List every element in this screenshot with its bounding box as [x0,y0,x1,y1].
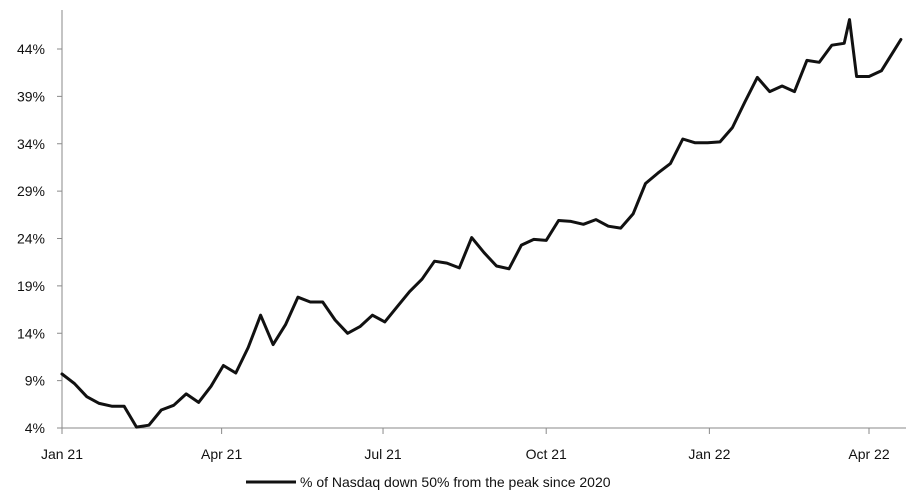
legend: % of Nasdaq down 50% from the peak since… [246,474,611,490]
y-axis-ticks: 4% 9% 14% 19% 24% 29% 34% 39% 44% [17,41,62,436]
x-tick-label: Jan 22 [688,446,730,462]
y-tick-label: 34% [17,136,45,152]
plot-area: 4% 9% 14% 19% 24% 29% 34% 39% 44% Jan 21 Apr 21 Ju… [17,10,906,462]
x-tick-label: Oct 21 [526,446,567,462]
x-tick-label: Apr 21 [201,446,242,462]
x-axis-ticks: Jan 21 Apr 21 Jul 21 Oct 21 Jan 22 Apr 22 [41,428,890,462]
y-tick-label: 24% [17,231,45,247]
y-tick-label: 9% [25,373,45,389]
x-tick-label: Apr 22 [848,446,889,462]
y-tick-label: 19% [17,278,45,294]
x-tick-label: Jul 21 [364,446,402,462]
y-tick-label: 44% [17,41,45,57]
y-tick-label: 29% [17,183,45,199]
y-tick-label: 4% [25,420,45,436]
x-tick-label: Jan 21 [41,446,83,462]
y-tick-label: 39% [17,88,45,104]
y-tick-label: 14% [17,325,45,341]
series-line-nasdaq-down-50pct [60,18,903,429]
legend-label: % of Nasdaq down 50% from the peak since… [300,474,611,490]
